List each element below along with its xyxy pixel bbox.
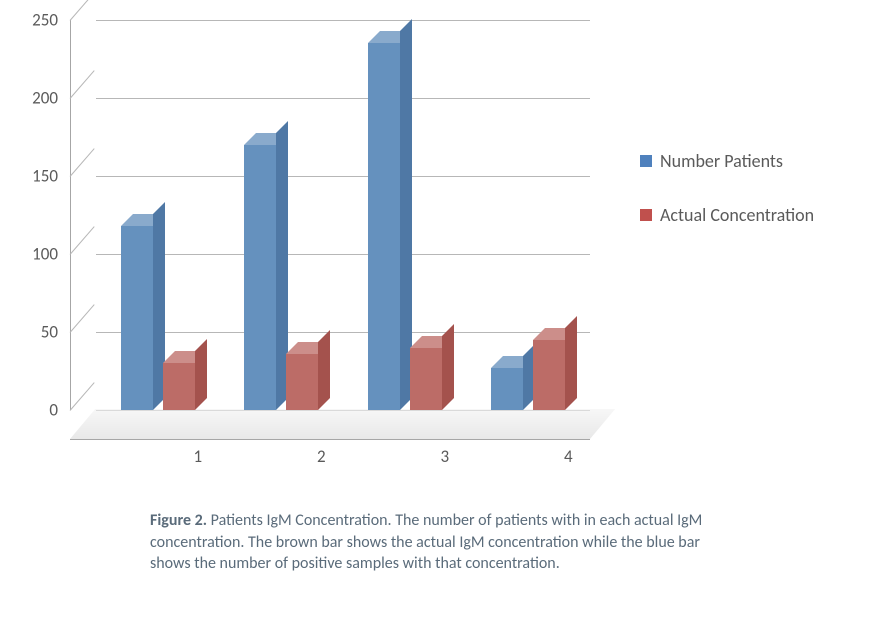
gridline-depth (70, 70, 95, 99)
bar (121, 226, 153, 410)
gridline-depth (70, 226, 95, 255)
bar-side (195, 339, 207, 410)
bars-layer (96, 20, 590, 410)
floor-surface (70, 409, 615, 439)
bar (368, 43, 400, 410)
bar-front (533, 340, 565, 410)
y-tick-label: 50 (41, 322, 58, 343)
y-tick-label: 150 (32, 166, 58, 187)
bar-front (244, 145, 276, 410)
bar-front (163, 363, 195, 410)
figure-container: 0 50 100 150 200 250 1 2 3 4 Number Patients Act… (0, 0, 896, 630)
y-tick-label: 100 (32, 244, 58, 265)
x-tick-label: 3 (440, 446, 449, 467)
bar (410, 348, 442, 410)
gridline-depth (70, 304, 95, 333)
legend-swatch-icon (640, 209, 652, 221)
x-tick-label: 1 (193, 446, 202, 467)
caption-text: Patients IgM Concentration. The number o… (150, 511, 702, 573)
gridline-depth (70, 0, 95, 21)
y-tick-label: 200 (32, 88, 58, 109)
bar-side (442, 324, 454, 410)
bar (163, 363, 195, 410)
bar-side (565, 316, 577, 410)
floor (70, 409, 590, 440)
bar-side (318, 330, 330, 410)
bar-front (368, 43, 400, 410)
x-axis-labels: 1 2 3 4 (146, 440, 640, 470)
bar (491, 368, 523, 410)
figure-caption: Figure 2. Patients IgM Concentration. Th… (150, 510, 710, 575)
gridline-depth (70, 148, 95, 177)
chart: 050100150200250 1234 (20, 10, 620, 470)
bar-front (121, 226, 153, 410)
gridline-depth (70, 382, 95, 411)
bar (533, 340, 565, 410)
legend: Number Patients Actual Concentration (640, 150, 880, 258)
y-tick-label: 250 (32, 10, 58, 31)
y-tick-label: 0 (49, 400, 58, 421)
bar (286, 354, 318, 410)
bar (244, 145, 276, 410)
x-tick-label: 2 (317, 446, 326, 467)
bar-front (286, 354, 318, 410)
legend-label: Actual Concentration (660, 204, 814, 226)
y-axis-line (70, 20, 71, 410)
legend-label: Number Patients (660, 150, 783, 172)
legend-swatch-icon (640, 155, 652, 167)
caption-label: Figure 2. (150, 511, 207, 530)
bar-front (410, 348, 442, 410)
legend-item: Actual Concentration (640, 204, 880, 226)
bar-front (491, 368, 523, 410)
y-axis-labels: 0 50 100 150 200 250 (20, 10, 64, 470)
legend-item: Number Patients (640, 150, 880, 172)
x-tick-label: 4 (564, 446, 573, 467)
plot-area: 1234 (70, 20, 590, 440)
